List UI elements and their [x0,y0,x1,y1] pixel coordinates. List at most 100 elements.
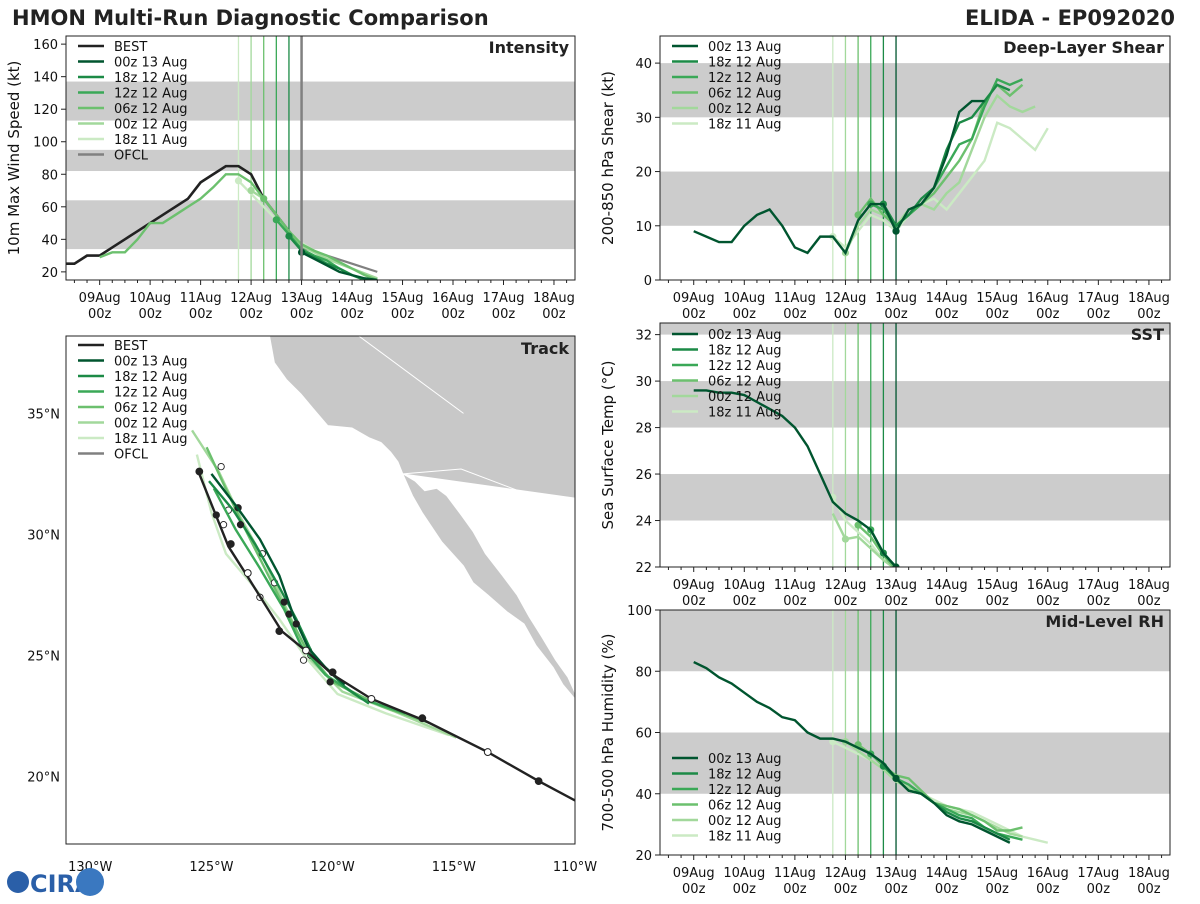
intensity-xtick-label-hour: 00z [290,307,314,322]
rh-ytick-label: 40 [635,788,652,803]
rh-xtick-label-hour: 00z [682,882,706,897]
rh-xtick-label-date: 16Aug [1027,866,1069,881]
sst-frame [659,322,1171,568]
rh-xtick-label-date: 18Aug [1128,866,1170,881]
rh-series-group [693,660,1049,844]
rh-xtick-label-hour: 00z [1036,882,1060,897]
sst-xtick-label-hour: 00z [986,594,1010,609]
intensity-xtick-label-date: 11Aug [180,291,222,306]
rh-legend-label: 00z 13 Aug [708,752,782,767]
rh-xtick-label-hour: 00z [1087,882,1111,897]
sst-series-line [693,389,897,567]
shear-xtick-label-hour: 00z [783,307,807,322]
intensity-panel: 2040608010012014016009Aug00z10Aug00z11Au… [5,35,576,322]
rh-xtick-label-date: 17Aug [1077,866,1119,881]
sst-band [660,323,1170,335]
shear-legend-label: 18z 12 Aug [708,56,782,71]
sst-xtick-label-date: 13Aug [875,578,917,593]
rh-legend-label: 12z 12 Aug [708,783,782,798]
shear-series-line [693,99,985,256]
intensity-band [66,200,575,250]
sst-ytick-label: 32 [635,329,652,344]
sst-xtick-label-date: 15Aug [976,578,1018,593]
sst-series-line [857,524,896,567]
track-ytick-label: 35°N [27,407,60,422]
intensity-legend-label: BEST [114,40,147,55]
shear-xtick-label-date: 13Aug [875,291,917,306]
sst-xtick-label-hour: 00z [935,594,959,609]
sst-xtick-label-date: 10Aug [723,578,765,593]
track-legend-label: BEST [114,339,147,354]
shear-xtick-label-hour: 00z [986,307,1010,322]
sst-xtick-label-hour: 00z [783,594,807,609]
track-best-marker [243,569,252,577]
rh-xtick-label-hour: 00z [1137,882,1161,897]
intensity-xtick-label-date: 15Aug [382,291,424,306]
intensity-ytick-label: 140 [33,71,58,86]
intensity-xtick-label-date: 14Aug [331,291,373,306]
shear-xtick-label-hour: 00z [1087,307,1111,322]
track-best-marker [302,646,310,655]
track-land [235,336,575,499]
track-best-marker [418,714,427,723]
intensity-series-group [66,164,378,280]
sst-legend-label: 18z 11 Aug [708,406,782,421]
rh-xtick-label-hour: 00z [733,882,757,897]
sst-legend-label: 18z 12 Aug [708,344,782,359]
shear-xtick-label-date: 15Aug [976,291,1018,306]
track-title: Track [521,339,569,358]
intensity-init-marker [247,186,255,195]
intensity-xtick-label-date: 16Aug [432,291,474,306]
shear-band [660,171,1170,226]
rh-ytick-label: 20 [635,849,652,864]
track-series-marker [299,656,308,664]
sst-xtick-label-date: 16Aug [1027,578,1069,593]
sst-xtick-label-date: 09Aug [673,578,715,593]
track-series-marker [292,620,300,628]
rh-band [660,610,1170,672]
sst-xtick-label-date: 11Aug [774,578,816,593]
intensity-ytick-label: 160 [33,38,58,53]
intensity-ytick-label: 80 [41,168,58,183]
shear-ylabel: 200-850 hPa Shear (kt) [599,71,617,245]
sst-xtick-label-hour: 00z [1036,594,1060,609]
sst-legend-label: 00z 13 Aug [708,328,782,343]
track-legend-label: 12z 12 Aug [114,386,188,401]
rh-legend-label: 06z 12 Aug [708,799,782,814]
sst-band [660,381,1170,428]
track-best-marker [226,540,235,548]
sst-ytick-label: 26 [635,468,652,483]
shear-legend-label: 18z 11 Aug [708,118,782,133]
track-series-line [195,454,450,737]
sst-init-marker [841,535,850,543]
intensity-legend-label: 00z 12 Aug [114,118,188,133]
track-best-marker [367,694,376,703]
shear-ytick-label: 0 [644,274,652,289]
intensity-xtick-label-date: 09Aug [79,291,121,306]
intensity-legend-label: OFCL [114,149,149,164]
track-xtick-label: 125°W [189,860,233,875]
rh-ylabel: 700-500 hPa Humidity (%) [599,633,617,831]
track-ytick-label: 30°N [27,528,60,543]
sst-series-line [831,513,895,567]
intensity-xtick-label-hour: 00z [542,307,566,322]
track-series-marker [326,678,334,686]
track-best-marker [534,777,543,786]
shear-xtick-label-date: 16Aug [1027,291,1069,306]
shear-legend-label: 00z 12 Aug [708,102,782,117]
shear-xtick-label-date: 17Aug [1077,291,1119,306]
intensity-ylabel: 10m Max Wind Speed (kt) [5,61,23,256]
track-series-marker [280,598,288,606]
track-best-marker [328,668,337,677]
track-land [402,472,575,700]
intensity-xtick-label-date: 13Aug [281,291,323,306]
rh-xtick-label-hour: 00z [986,882,1010,897]
sst-xtick-label-date: 17Aug [1077,578,1119,593]
shear-ytick-label: 20 [635,166,652,181]
shear-ytick-label: 10 [635,220,652,235]
track-best-marker [275,627,284,636]
sst-panel: 22242628303209Aug00z10Aug00z11Aug00z12Au… [599,322,1171,609]
sst-legend-label: 06z 12 Aug [708,375,782,390]
track-xtick-label: 110°W [553,860,597,875]
